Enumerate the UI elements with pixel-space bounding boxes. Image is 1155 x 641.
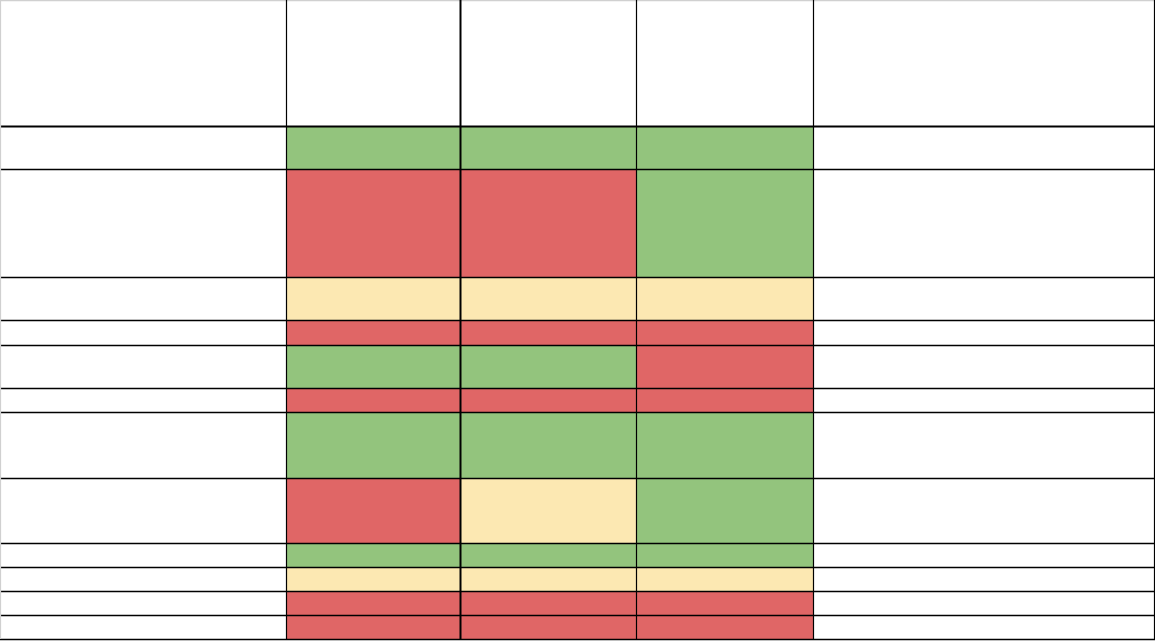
- cell: [460, 412, 636, 478]
- cell: [460, 169, 636, 277]
- cell: [636, 169, 813, 277]
- cell: [460, 126, 636, 169]
- cell: [636, 567, 813, 591]
- cell: [636, 388, 813, 412]
- cell: [636, 345, 813, 388]
- cell: [286, 567, 460, 591]
- cell: [636, 412, 813, 478]
- cell: [286, 591, 460, 615]
- cell: [286, 277, 460, 320]
- cell: [460, 615, 636, 639]
- cell: [286, 412, 460, 478]
- cell: [286, 478, 460, 543]
- cell: [460, 567, 636, 591]
- cell: [636, 277, 813, 320]
- cell: [636, 615, 813, 639]
- cell: [460, 478, 636, 543]
- cell: [286, 543, 460, 567]
- cell: [286, 320, 460, 345]
- cell: [460, 543, 636, 567]
- cell: [460, 320, 636, 345]
- cell: [286, 126, 460, 169]
- cell: [636, 478, 813, 543]
- cell: [460, 277, 636, 320]
- cell: [286, 388, 460, 412]
- cell: [286, 345, 460, 388]
- cell: [460, 591, 636, 615]
- cell: [636, 591, 813, 615]
- cell: [636, 320, 813, 345]
- cell: [460, 388, 636, 412]
- cell: [636, 543, 813, 567]
- cell: [460, 345, 636, 388]
- cell: [286, 169, 460, 277]
- cell: [636, 126, 813, 169]
- cell: [286, 615, 460, 639]
